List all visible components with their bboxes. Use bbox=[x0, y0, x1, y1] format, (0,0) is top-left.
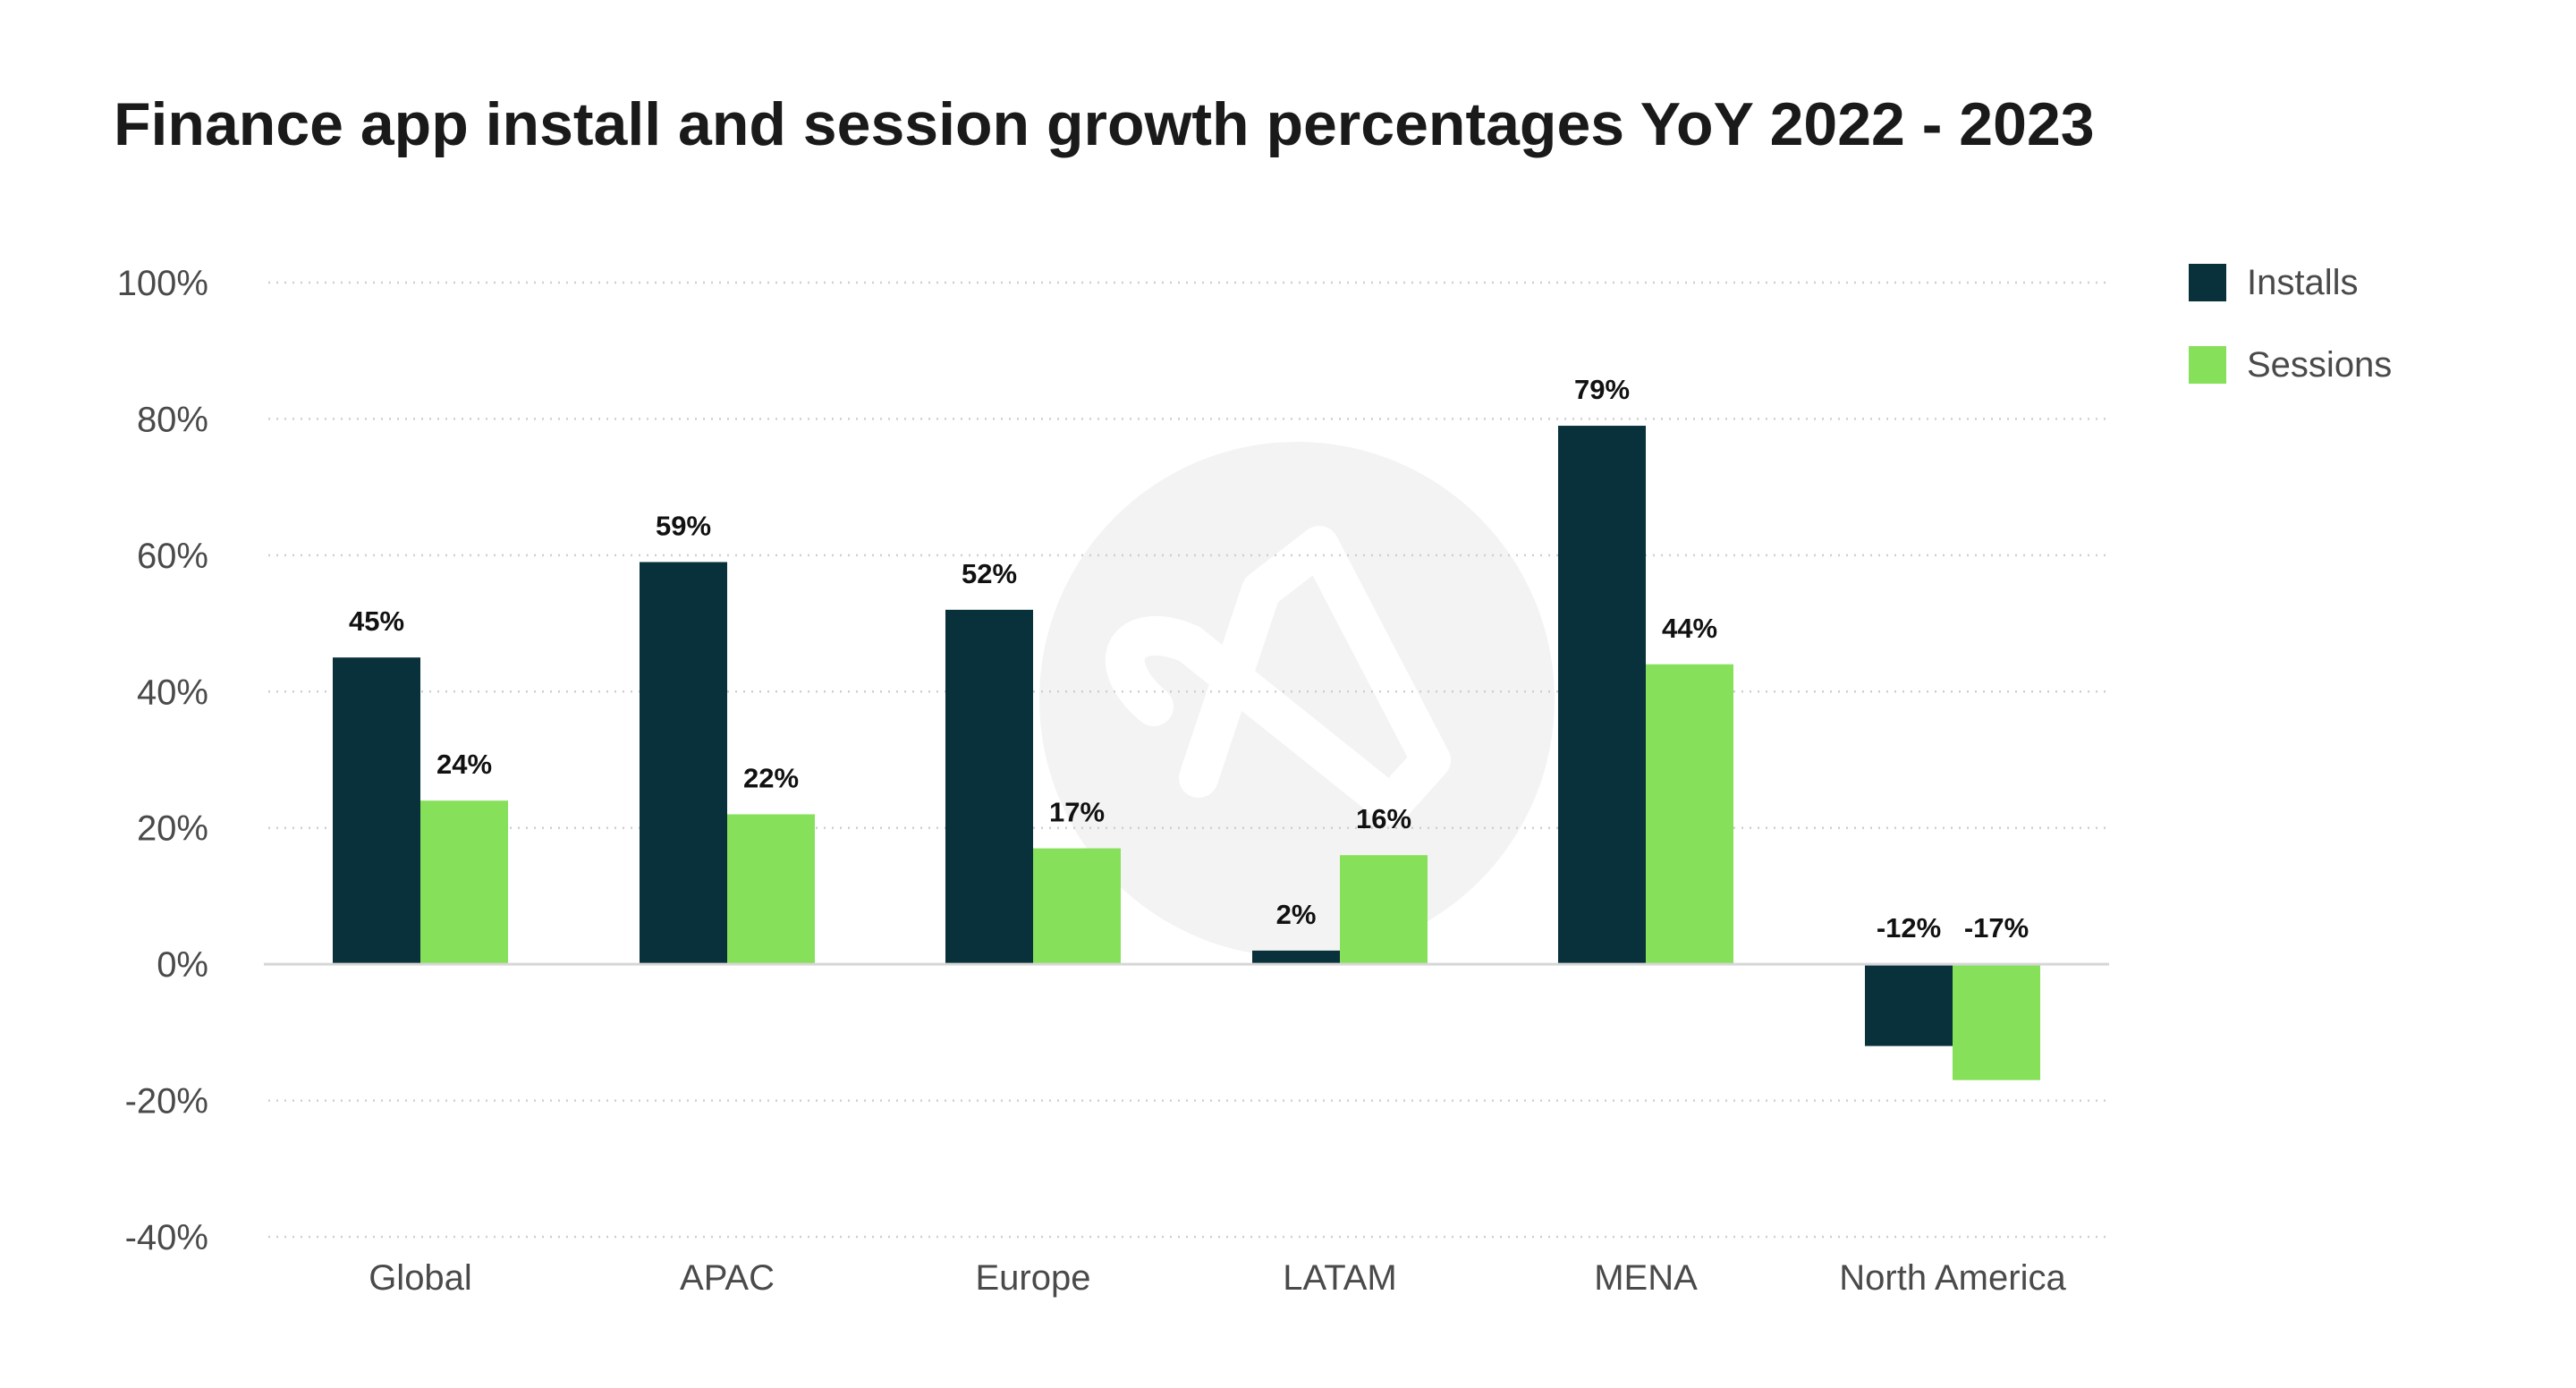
chart-title: Finance app install and session growth p… bbox=[114, 90, 2095, 158]
bar-installs-north-america bbox=[1865, 964, 1953, 1046]
data-label: 59% bbox=[656, 510, 711, 541]
legend-swatch-sessions bbox=[2189, 346, 2226, 384]
y-axis: 100% 80% 60% 40% 20% 0% -20% -40% bbox=[117, 264, 208, 1257]
data-label: 24% bbox=[436, 749, 492, 780]
y-tick-label: 0% bbox=[157, 945, 208, 985]
x-tick-label: Global bbox=[369, 1258, 472, 1298]
x-tick-label: MENA bbox=[1594, 1258, 1698, 1298]
bar-sessions-apac bbox=[727, 814, 815, 965]
bar-installs-global bbox=[333, 657, 420, 965]
x-tick-label: North America bbox=[1839, 1258, 2066, 1298]
bar-sessions-europe bbox=[1033, 848, 1121, 965]
data-label: 16% bbox=[1356, 803, 1411, 834]
legend-label-installs: Installs bbox=[2247, 263, 2359, 302]
data-label: 22% bbox=[743, 762, 799, 793]
y-tick-label: -40% bbox=[125, 1218, 208, 1257]
data-labels: 45% 24% 59% 22% 52% 17% 2% 16% 79% 44% -12% -17% bbox=[349, 374, 2029, 944]
y-tick-label: 60% bbox=[137, 537, 208, 576]
watermark-logo-icon bbox=[1039, 442, 1555, 957]
gridlines bbox=[268, 281, 2109, 1239]
data-label: 79% bbox=[1574, 374, 1630, 405]
bar-sessions-global bbox=[420, 800, 508, 965]
legend: Installs Sessions bbox=[2189, 263, 2392, 385]
y-tick-label: 40% bbox=[137, 673, 208, 712]
bar-sessions-mena bbox=[1646, 664, 1733, 965]
x-tick-label: APAC bbox=[680, 1258, 775, 1298]
x-tick-label: LATAM bbox=[1283, 1258, 1396, 1298]
legend-swatch-installs bbox=[2189, 264, 2226, 301]
y-tick-label: 20% bbox=[137, 809, 208, 849]
data-label: -12% bbox=[1877, 912, 1941, 944]
y-tick-label: 100% bbox=[117, 264, 208, 303]
data-label: 17% bbox=[1049, 797, 1105, 828]
bar-installs-latam bbox=[1252, 950, 1340, 965]
data-label: 45% bbox=[349, 605, 404, 637]
data-label: -17% bbox=[1964, 912, 2029, 944]
bar-installs-mena bbox=[1558, 426, 1646, 965]
data-label: 2% bbox=[1276, 899, 1317, 930]
y-tick-label: -20% bbox=[125, 1082, 208, 1121]
y-tick-label: 80% bbox=[137, 400, 208, 439]
bar-sessions-north-america bbox=[1953, 964, 2040, 1080]
bars bbox=[333, 426, 2040, 1080]
bar-installs-apac bbox=[640, 562, 727, 965]
legend-label-sessions: Sessions bbox=[2247, 345, 2392, 385]
x-axis: Global APAC Europe LATAM MENA North America bbox=[369, 1258, 2066, 1298]
x-tick-label: Europe bbox=[976, 1258, 1091, 1298]
bar-sessions-latam bbox=[1340, 855, 1428, 965]
data-label: 52% bbox=[962, 558, 1017, 589]
data-label: 44% bbox=[1662, 613, 1717, 644]
bar-installs-europe bbox=[945, 609, 1033, 965]
